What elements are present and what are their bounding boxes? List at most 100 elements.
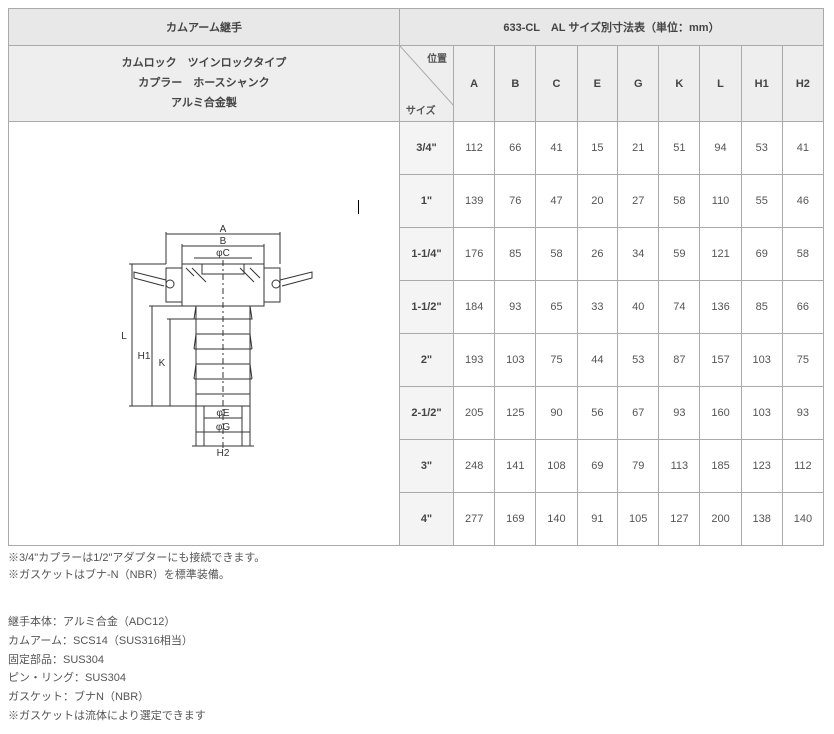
cell: 185 [700, 440, 741, 493]
col-H2: H2 [782, 46, 823, 122]
col-E: E [577, 46, 618, 122]
svg-text:φC: φC [216, 248, 230, 259]
cell: 40 [618, 281, 659, 334]
cell: 76 [495, 175, 536, 228]
cell: 176 [454, 228, 495, 281]
col-K: K [659, 46, 700, 122]
sub-line1: カムロック ツインロックタイプ [9, 54, 399, 74]
svg-text:φE: φE [216, 408, 229, 419]
svg-text:H1: H1 [138, 351, 151, 362]
technical-drawing: A B φC [9, 122, 400, 546]
header-right: 633-CL AL サイズ別寸法表（単位：mm） [399, 9, 823, 46]
cell: 141 [495, 440, 536, 493]
cell: 55 [741, 175, 782, 228]
cell: 91 [577, 493, 618, 546]
footnotes: ※3/4"カプラーは1/2"アダプターにも接続できます。 ※ガスケットはブナ-N… [8, 550, 826, 583]
cell: 59 [659, 228, 700, 281]
cell: 112 [454, 122, 495, 175]
cell: 127 [659, 493, 700, 546]
cell: 85 [495, 228, 536, 281]
header-left: カムアーム継手 [9, 9, 400, 46]
cell: 139 [454, 175, 495, 228]
cell: 93 [659, 387, 700, 440]
cell: 47 [536, 175, 577, 228]
size-5: 2-1/2" [399, 387, 453, 440]
cell: 33 [577, 281, 618, 334]
cell: 53 [741, 122, 782, 175]
cell: 27 [618, 175, 659, 228]
sub-line3: アルミ合金製 [9, 94, 399, 114]
cell: 205 [454, 387, 495, 440]
cell: 125 [495, 387, 536, 440]
cell: 67 [618, 387, 659, 440]
cell: 58 [536, 228, 577, 281]
cell: 58 [782, 228, 823, 281]
size-7: 4" [399, 493, 453, 546]
cell: 51 [659, 122, 700, 175]
materials-list: 継手本体：アルミ合金（ADC12） カムアーム：SCS14（SUS316相当） … [8, 613, 826, 725]
size-6: 3" [399, 440, 453, 493]
cell: 58 [659, 175, 700, 228]
coupling-diagram: A B φC [74, 224, 334, 464]
footnote-1: ※ガスケットはブナ-N（NBR）を標準装備。 [8, 567, 826, 584]
cell: 169 [495, 493, 536, 546]
text-cursor [358, 200, 359, 214]
svg-text:B: B [220, 236, 227, 247]
col-H1: H1 [741, 46, 782, 122]
cell: 69 [741, 228, 782, 281]
cell: 140 [782, 493, 823, 546]
cell: 184 [454, 281, 495, 334]
cell: 26 [577, 228, 618, 281]
cell: 105 [618, 493, 659, 546]
svg-text:K: K [159, 358, 166, 369]
col-A: A [454, 46, 495, 122]
cell: 94 [700, 122, 741, 175]
cell: 66 [495, 122, 536, 175]
cell: 74 [659, 281, 700, 334]
material-0: 継手本体：アルミ合金（ADC12） [8, 613, 826, 632]
cell: 103 [741, 387, 782, 440]
cell: 65 [536, 281, 577, 334]
cell: 136 [700, 281, 741, 334]
diagonal-header: 位置 サイズ [399, 46, 453, 122]
cell: 21 [618, 122, 659, 175]
cell: 200 [700, 493, 741, 546]
cell: 15 [577, 122, 618, 175]
cell: 108 [536, 440, 577, 493]
cell: 123 [741, 440, 782, 493]
cell: 66 [782, 281, 823, 334]
cell: 75 [782, 334, 823, 387]
spec-table: カムアーム継手 633-CL AL サイズ別寸法表（単位：mm） カムロック ツ… [8, 8, 824, 546]
cell: 75 [536, 334, 577, 387]
col-C: C [536, 46, 577, 122]
col-G: G [618, 46, 659, 122]
material-4: ガスケット：ブナN（NBR） [8, 688, 826, 707]
cell: 160 [700, 387, 741, 440]
cell: 157 [700, 334, 741, 387]
cell: 103 [495, 334, 536, 387]
size-2: 1-1/4" [399, 228, 453, 281]
svg-text:φG: φG [216, 422, 230, 433]
cell: 41 [536, 122, 577, 175]
size-4: 2" [399, 334, 453, 387]
material-2: 固定部品：SUS304 [8, 651, 826, 670]
cell: 103 [741, 334, 782, 387]
diag-label-bottom: サイズ [406, 102, 436, 117]
cell: 113 [659, 440, 700, 493]
cell: 44 [577, 334, 618, 387]
cell: 53 [618, 334, 659, 387]
size-3: 1-1/2" [399, 281, 453, 334]
material-5: ※ガスケットは流体により選定できます [8, 707, 826, 726]
size-1: 1" [399, 175, 453, 228]
footnote-0: ※3/4"カプラーは1/2"アダプターにも接続できます。 [8, 550, 826, 567]
cell: 138 [741, 493, 782, 546]
cell: 87 [659, 334, 700, 387]
cell: 90 [536, 387, 577, 440]
cell: 193 [454, 334, 495, 387]
col-B: B [495, 46, 536, 122]
size-0: 3/4" [399, 122, 453, 175]
cell: 93 [495, 281, 536, 334]
cell: 34 [618, 228, 659, 281]
svg-text:L: L [121, 331, 127, 342]
cell: 121 [700, 228, 741, 281]
